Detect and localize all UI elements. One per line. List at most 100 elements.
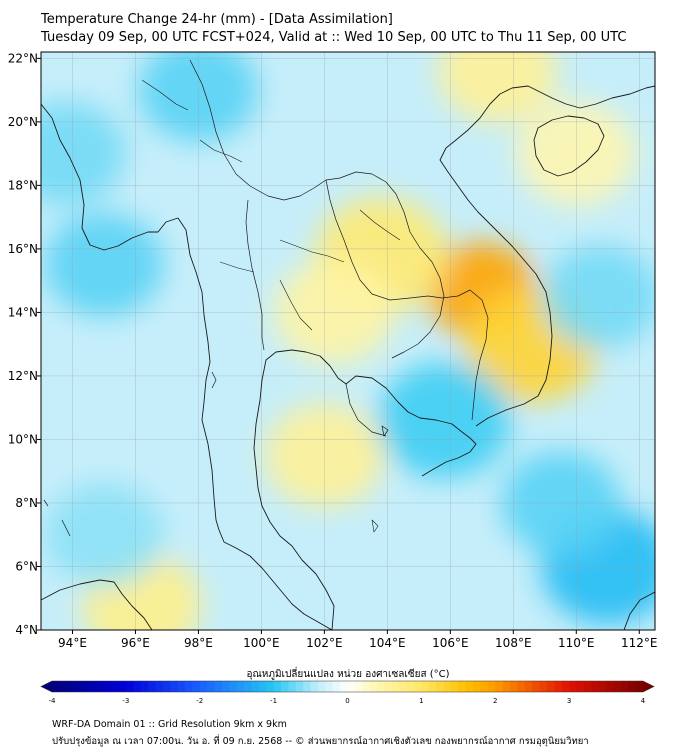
- y-tick-label: 16°N: [8, 242, 38, 256]
- colorbar-segment: [103, 681, 112, 692]
- x-tick-label: 112°E: [621, 636, 658, 650]
- colorbar-segment: [118, 681, 127, 692]
- chart-title: Temperature Change 24-hr (mm) - [Data As…: [41, 12, 393, 27]
- chart-subtitle: Tuesday 09 Sep, 00 UTC FCST+024, Valid a…: [41, 30, 627, 45]
- colorbar-segment: [576, 681, 585, 692]
- field-cool-ne: [541, 244, 655, 349]
- colorbar-segment: [384, 681, 393, 692]
- temperature-field: [41, 52, 655, 630]
- colorbar-max-arrow: [643, 681, 654, 692]
- colorbar-segment: [192, 681, 201, 692]
- colorbar-segment: [96, 681, 105, 692]
- temperature-change-map: 94°E 96°E 98°E 100°E 102°E 104°E 106°E 108°E 110…: [8, 51, 658, 705]
- y-tick-label: 20°N: [8, 115, 38, 129]
- x-tick-label: 94°E: [58, 636, 87, 650]
- colorbar-segment: [199, 681, 208, 692]
- colorbar-segment: [148, 681, 156, 692]
- axis-ticks: 94°E 96°E 98°E 100°E 102°E 104°E 106°E 108°E 110…: [8, 51, 658, 650]
- x-tick-label: 98°E: [184, 636, 213, 650]
- colorbar-segment: [458, 681, 467, 692]
- colorbar-segment: [81, 681, 90, 692]
- colorbar-segment: [317, 681, 326, 692]
- colorbar-segment: [524, 681, 533, 692]
- colorbar-min-arrow: [41, 681, 52, 692]
- colorbar-segment: [613, 681, 622, 692]
- colorbar-segment: [517, 681, 526, 692]
- colorbar-segment: [391, 681, 400, 692]
- colorbar-segment: [310, 681, 319, 692]
- colorbar-tick-label: 3: [567, 697, 571, 705]
- colorbar-segment: [266, 681, 275, 692]
- colorbar-segment: [532, 681, 540, 692]
- colorbar-segment: [606, 681, 614, 692]
- colorbar-segment: [583, 681, 592, 692]
- colorbar-outline: [40, 680, 655, 693]
- coastline-borders: [41, 59, 655, 630]
- colorbar-segment: [635, 681, 644, 692]
- colorbar-segment: [66, 681, 75, 692]
- x-tick-label: 104°E: [369, 636, 406, 650]
- field-cool-mekong: [377, 362, 511, 479]
- colorbar-tick-label: -3: [122, 697, 129, 705]
- colorbar-segment: [155, 681, 164, 692]
- colorbar-segment: [377, 681, 385, 692]
- field-cool-andaman: [44, 212, 164, 317]
- y-tick-label: 12°N: [8, 369, 38, 383]
- colorbar-segment: [59, 681, 68, 692]
- x-tick-label: 102°E: [306, 636, 343, 650]
- colorbar-segment: [406, 681, 415, 692]
- colorbar-tick-label: 1: [419, 697, 423, 705]
- x-tick-label: 110°E: [558, 636, 595, 650]
- colorbar-tick-label: -2: [196, 697, 203, 705]
- field-cool-bay: [41, 101, 126, 206]
- colorbar-segment: [133, 681, 142, 692]
- colorbar-segment: [539, 681, 548, 692]
- colorbar-segment: [591, 681, 600, 692]
- colorbar-segment: [450, 681, 459, 692]
- colorbar-tick-label: 2: [493, 697, 497, 705]
- colorbar-segment: [229, 681, 238, 692]
- colorbar-segment: [295, 681, 304, 692]
- colorbar-segment: [399, 681, 407, 692]
- colorbar-segment: [428, 681, 437, 692]
- map-frame: [40, 51, 656, 631]
- colorbar-segment: [495, 681, 504, 692]
- colorbar-segment: [236, 681, 245, 692]
- colorbar-label: อุณหภูมิเปลี่ยนแปลง หน่วย องศาเซลเซียส (…: [246, 666, 449, 680]
- colorbar-segment: [251, 681, 260, 692]
- colorbar-segment: [111, 681, 119, 692]
- colorbar-segment: [561, 681, 570, 692]
- x-tick-label: 96°E: [121, 636, 150, 650]
- colorbar-segment: [214, 681, 223, 692]
- colorbar-segment: [303, 681, 311, 692]
- colorbar-segment: [473, 681, 481, 692]
- x-tick-label: 100°E: [243, 636, 280, 650]
- colorbar-segment: [273, 681, 282, 692]
- colorbar-segment: [569, 681, 577, 692]
- colorbar-segment: [52, 681, 60, 692]
- colorbar-segment: [620, 681, 629, 692]
- y-tick-label: 22°N: [8, 51, 38, 65]
- colorbar-segment: [369, 681, 378, 692]
- colorbar-segment: [325, 681, 334, 692]
- colorbar-segment: [88, 681, 97, 692]
- colorbar-segment: [281, 681, 289, 692]
- colorbar-segment: [354, 681, 363, 692]
- colorbar-segment: [125, 681, 134, 692]
- colorbar-tick-label: 4: [641, 697, 646, 705]
- colorbar: -4 -3 -2 -1 0 1 2 3 4: [40, 680, 655, 705]
- colorbar-segment: [510, 681, 518, 692]
- y-tick-label: 8°N: [15, 496, 38, 510]
- colorbar-segment: [244, 681, 252, 692]
- colorbar-segment: [362, 681, 371, 692]
- colorbar-segment: [184, 681, 193, 692]
- colorbar-segment: [502, 681, 511, 692]
- y-tick-label: 10°N: [8, 432, 38, 446]
- colorbar-segment: [207, 681, 215, 692]
- colorbar-segment: [413, 681, 422, 692]
- footer-line-1: WRF-DA Domain 01 :: Grid Resolution 9km …: [52, 719, 287, 730]
- colorbar-segment: [140, 681, 149, 692]
- colorbar-tick-label: -4: [49, 697, 57, 705]
- y-tick-label: 6°N: [15, 559, 38, 573]
- footer-line-2: ปรับปรุงข้อมูล ณ เวลา 07:00น. วัน อ. ที่…: [52, 736, 589, 747]
